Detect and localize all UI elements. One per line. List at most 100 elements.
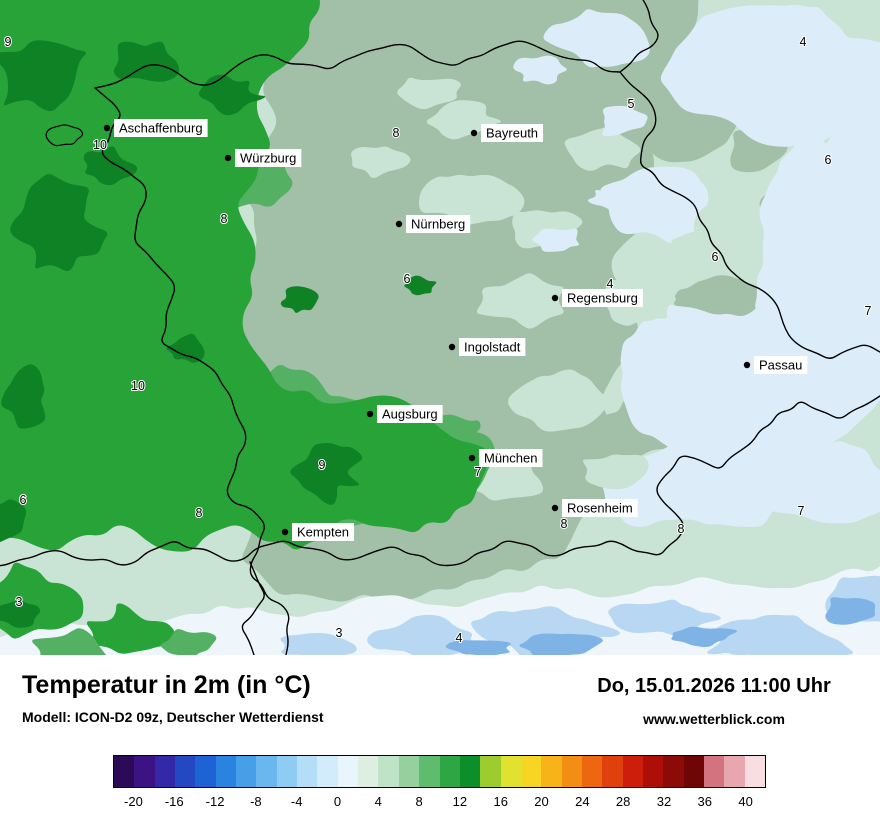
colorbar-segment xyxy=(175,756,196,787)
temp-region-alps-blue-dark xyxy=(825,597,876,625)
colorbar-tick-label: 36 xyxy=(697,794,713,809)
colorbar-segment xyxy=(398,756,420,787)
temp-region-dark-green xyxy=(113,41,180,82)
temperature-value-label: 10 xyxy=(131,379,145,393)
temperature-value-label: 7 xyxy=(798,504,805,518)
temp-region-dark-green xyxy=(0,499,27,543)
temp-region-dark-green xyxy=(198,74,266,116)
colorbar-segment xyxy=(195,756,216,787)
temp-region-mint xyxy=(564,126,641,171)
temp-region-dark-green xyxy=(10,174,108,272)
temperature-value-label: 8 xyxy=(678,522,685,536)
city-dot xyxy=(395,220,403,228)
colorbar-segment xyxy=(297,756,318,787)
temperature-value-label: 8 xyxy=(196,506,203,520)
temp-region-alps-blue xyxy=(707,614,854,655)
colorbar-segment xyxy=(663,756,684,787)
temperature-value-label: 3 xyxy=(16,595,23,609)
colorbar-tick-label: 32 xyxy=(656,794,672,809)
model-info: Modell: ICON-D2 09z, Deutscher Wetterdie… xyxy=(22,709,324,725)
colorbar-tick-label: -20 xyxy=(124,794,143,809)
colorbar-segment xyxy=(683,756,704,787)
city-dot xyxy=(551,294,559,302)
temp-region-pale-blue xyxy=(629,333,696,366)
temp-region-mint xyxy=(671,230,732,271)
temperature-value-label: 6 xyxy=(825,153,832,167)
city-marker: Regensburg xyxy=(551,289,643,307)
colorbar-tick-label: 0 xyxy=(333,794,342,809)
colorbar-tick-label: 20 xyxy=(534,794,549,809)
temp-region-medium-green xyxy=(32,628,107,655)
temperature-value-label: 8 xyxy=(561,517,568,531)
temp-region-alps-white xyxy=(0,566,880,655)
colorbar-tick-label: 16 xyxy=(493,794,508,809)
city-marker: Aschaffenburg xyxy=(103,119,208,137)
border-northeast xyxy=(619,0,659,73)
colorbar-gradient xyxy=(113,755,766,788)
colorbar-segment xyxy=(134,756,155,787)
temperature-value-label: 9 xyxy=(319,458,326,472)
colorbar-tick-label: -12 xyxy=(205,794,225,809)
city-label: München xyxy=(484,451,537,466)
temperature-value-label: 4 xyxy=(800,35,807,49)
city-dot xyxy=(281,528,289,536)
city-label: Passau xyxy=(759,358,802,373)
city-label-background xyxy=(754,356,808,374)
temperature-colorbar: -20 -16 -12 -8 -4 0 4 8 12 16 20 24 28 32 36 40 xyxy=(113,755,766,812)
city-dot xyxy=(366,410,374,418)
city-label-background xyxy=(292,523,355,541)
colorbar-segment xyxy=(358,756,379,787)
city-label-background xyxy=(459,338,526,356)
forecast-datetime: Do, 15.01.2026 11:00 Uhr xyxy=(597,675,831,697)
temp-region-mint xyxy=(583,454,649,490)
temp-region-dark-green xyxy=(280,286,319,313)
city-label: Regensburg xyxy=(567,291,638,306)
temperature-value-label: 5 xyxy=(628,97,635,111)
temp-region-dark-green xyxy=(290,442,363,505)
temp-region-mint xyxy=(508,369,608,432)
temperature-value-label: 8 xyxy=(393,126,400,140)
border-north xyxy=(94,40,621,89)
temp-region-vivid-green xyxy=(86,603,175,654)
city-marker: Augsburg xyxy=(366,405,443,423)
colorbar-segment xyxy=(378,756,399,787)
colorbar-segment xyxy=(622,756,643,787)
temperature-value-label: 6 xyxy=(404,272,411,286)
city-marker: Passau xyxy=(743,356,808,374)
colorbar-segment xyxy=(114,756,135,787)
map-area: 9 10 8 5 4 6 8 6 4 6 7 10 9 7 6 8 8 8 7 3 3 4 Aschaffenburg Wür… xyxy=(0,0,880,655)
colorbar-segment xyxy=(520,756,542,787)
temp-region-pale-blue xyxy=(532,228,580,252)
city-dot xyxy=(551,504,559,512)
footer-panel: Temperatur in 2m (in °C) Modell: ICON-D2… xyxy=(0,655,880,830)
temp-region-alps-blue-dark xyxy=(671,626,738,647)
temp-region-pale-blue xyxy=(822,98,880,219)
city-label-background xyxy=(479,449,543,467)
colorbar-segment xyxy=(276,756,298,787)
colorbar-segment xyxy=(480,756,501,787)
temp-region-alps-blue-dark xyxy=(519,633,603,655)
border-west xyxy=(94,87,290,655)
temp-region-alps-blue xyxy=(608,599,721,636)
colorbar-segment xyxy=(500,756,521,787)
temp-region-pale-blue xyxy=(600,166,709,244)
temperature-value-label: 4 xyxy=(456,631,463,645)
temperature-value-label: 10 xyxy=(93,138,107,152)
temp-region-dark-green xyxy=(404,275,437,296)
colorbar-segment xyxy=(154,756,176,787)
temp-region-dark-green xyxy=(83,146,138,186)
city-marker: Ingolstadt xyxy=(448,338,526,356)
temperature-map: 9 10 8 5 4 6 8 6 4 6 7 10 9 7 6 8 8 8 7 3 3 4 Aschaffenburg Wür… xyxy=(0,0,880,655)
temp-region-alps-blue xyxy=(280,632,357,655)
city-label-background xyxy=(114,119,208,137)
city-marker: Nürnberg xyxy=(395,215,471,233)
city-marker: Bayreuth xyxy=(470,124,544,142)
temp-region-dark-green xyxy=(0,40,87,112)
temperature-value-label: 6 xyxy=(20,493,27,507)
temperature-value-label: 7 xyxy=(475,465,482,479)
city-label-background xyxy=(481,124,544,142)
temperature-value-label: 6 xyxy=(712,250,719,264)
city-label-background xyxy=(406,215,471,233)
border-south xyxy=(0,395,880,567)
